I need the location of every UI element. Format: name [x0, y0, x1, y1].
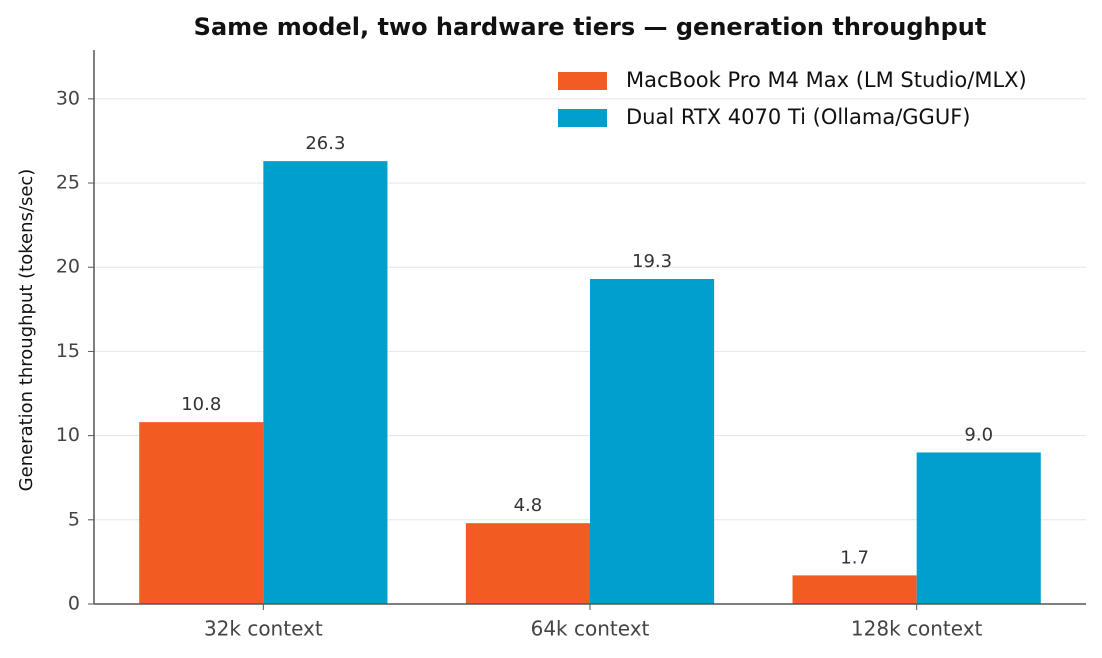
- value-label: 4.8: [514, 495, 543, 516]
- legend-swatch: [558, 109, 607, 127]
- bar: [792, 575, 917, 604]
- bar: [139, 422, 264, 604]
- y-axis-label: Generation throughput (tokens/sec): [16, 169, 37, 492]
- y-tick-label: 30: [56, 87, 80, 109]
- bar: [590, 279, 715, 604]
- y-tick-label: 0: [68, 593, 80, 615]
- value-label: 26.3: [305, 133, 345, 154]
- y-tick-label: 20: [56, 256, 80, 278]
- x-tick-label: 32k context: [204, 617, 323, 641]
- value-label: 19.3: [632, 251, 672, 272]
- legend-swatch: [558, 72, 607, 90]
- value-label: 9.0: [964, 424, 993, 445]
- y-tick-label: 10: [56, 424, 80, 446]
- bar: [465, 523, 590, 604]
- x-tick-label: 128k context: [851, 617, 983, 641]
- value-label: 1.7: [840, 547, 869, 568]
- x-tick-label: 64k context: [531, 617, 650, 641]
- y-tick-label: 15: [56, 340, 80, 362]
- value-label: 10.8: [181, 394, 221, 415]
- y-tick-label: 25: [56, 172, 80, 194]
- chart-title: Same model, two hardware tiers — generat…: [194, 13, 987, 41]
- legend-label: MacBook Pro M4 Max (LM Studio/MLX): [626, 68, 1027, 92]
- legend-label: Dual RTX 4070 Ti (Ollama/GGUF): [626, 105, 970, 129]
- bar: [263, 161, 388, 604]
- y-tick-label: 5: [68, 508, 80, 530]
- bar: [916, 452, 1041, 604]
